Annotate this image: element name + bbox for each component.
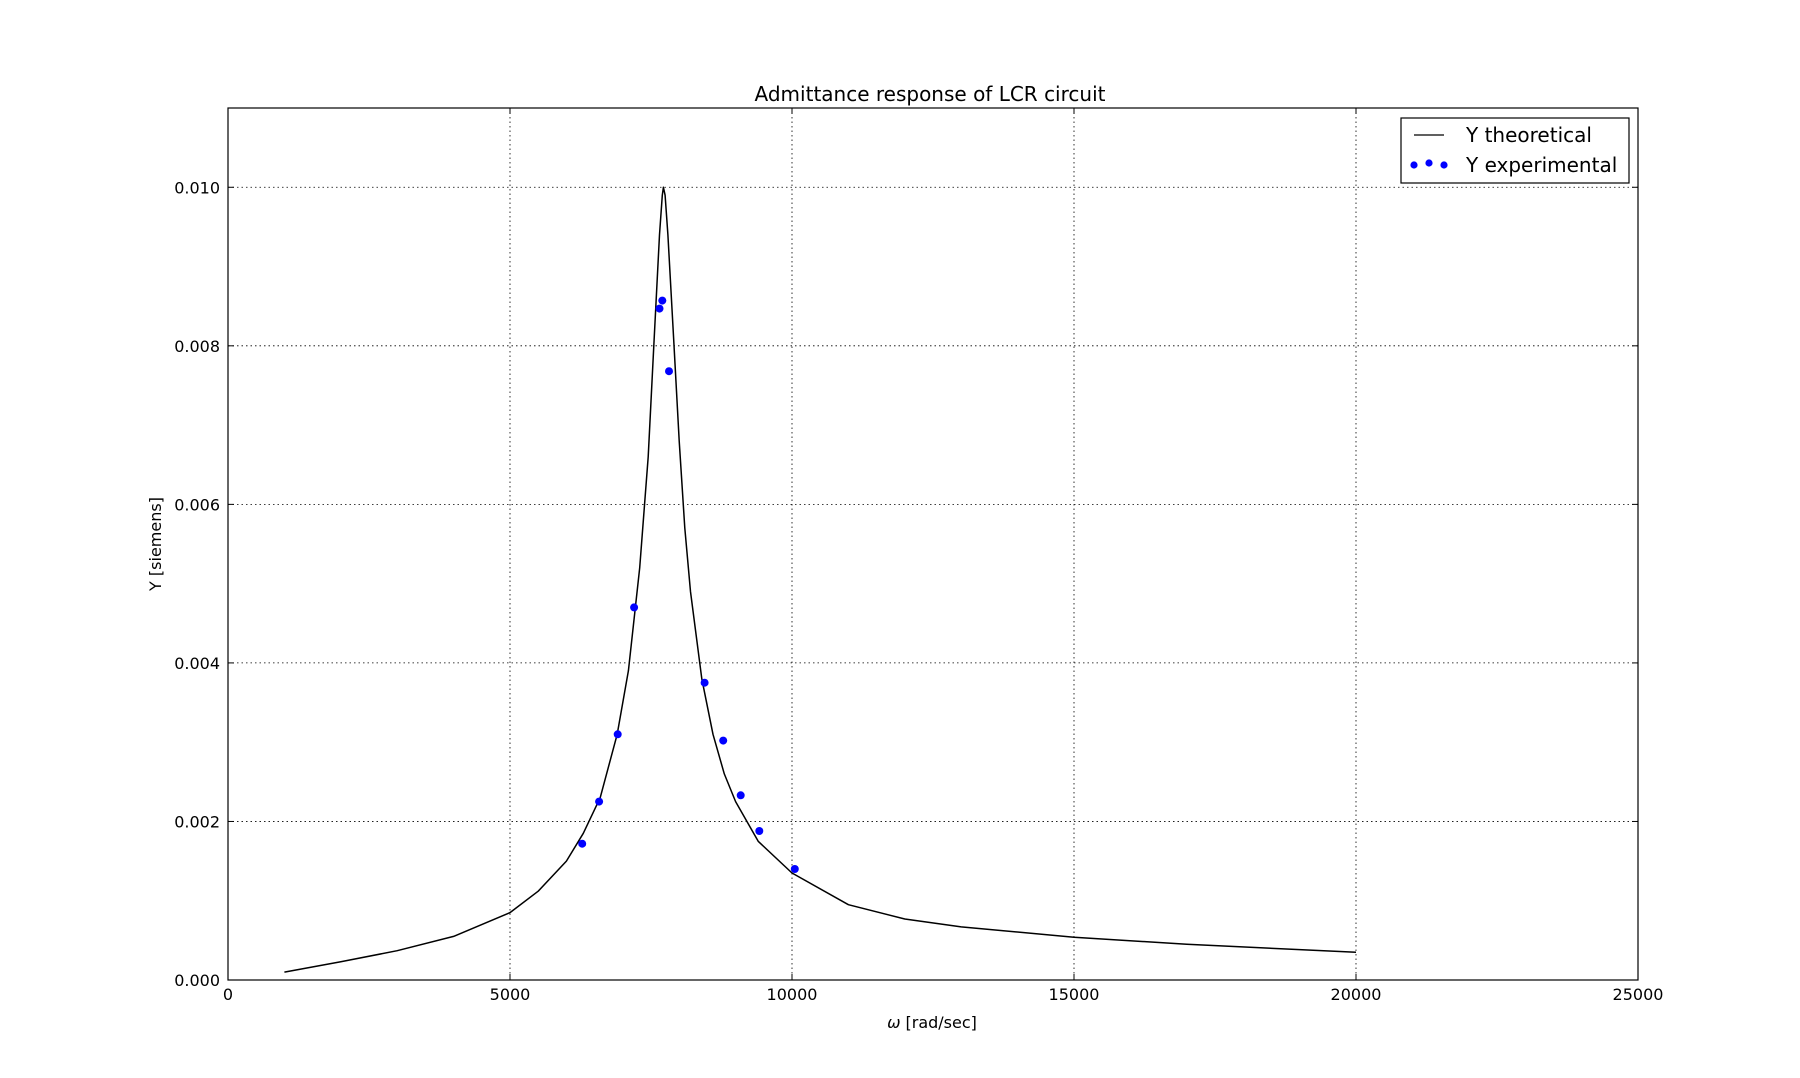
axis-ticks: 0 5000 10000 15000 20000 25000 0.000 0.002 0.004… xyxy=(174,108,1663,1004)
experimental-point xyxy=(595,797,604,806)
legend-label-theoretical: Y theoretical xyxy=(1465,123,1592,147)
experimental-point xyxy=(736,791,745,800)
legend-frame xyxy=(1400,117,1630,184)
plot-area xyxy=(284,186,1357,973)
plot-frame xyxy=(227,107,1639,981)
y-tick-label: 0.004 xyxy=(174,654,220,673)
y-tick-label: 0.000 xyxy=(174,971,220,990)
x-tick-label: 5000 xyxy=(490,985,531,1004)
x-tick-label: 20000 xyxy=(1331,985,1382,1004)
y-tick-label: 0.008 xyxy=(174,337,220,356)
chart-title: Admittance response of LCR circuit xyxy=(755,82,1106,106)
x-tick-label: 15000 xyxy=(1049,985,1100,1004)
experimental-point xyxy=(700,678,709,687)
theoretical-curve xyxy=(284,186,1357,973)
x-tick-label: 25000 xyxy=(1613,985,1664,1004)
experimental-point xyxy=(630,603,639,612)
grid-lines xyxy=(228,108,1638,980)
x-axis-label: ω [rad/sec] xyxy=(887,1013,977,1032)
legend-marker-dot xyxy=(1425,159,1433,167)
y-tick-label: 0.006 xyxy=(174,495,220,514)
experimental-point xyxy=(655,304,664,313)
legend-label-experimental: Y experimental xyxy=(1465,153,1617,177)
x-tick-label: 10000 xyxy=(767,985,818,1004)
experimental-point xyxy=(613,730,622,739)
legend: Y theoretical Y experimental xyxy=(1400,117,1630,184)
y-axis-label: Y [siemens] xyxy=(146,497,165,592)
x-axis-symbol: ω xyxy=(887,1013,900,1032)
experimental-point xyxy=(790,865,799,873)
legend-marker-dot xyxy=(1440,161,1448,169)
experimental-point xyxy=(755,827,764,835)
x-tick-label: 0 xyxy=(223,985,233,1004)
experimental-point xyxy=(665,367,673,376)
x-axis-unit: [rad/sec] xyxy=(906,1013,977,1032)
experimental-point xyxy=(578,839,587,848)
legend-marker-dot xyxy=(1410,161,1418,169)
experimental-point xyxy=(719,736,728,745)
y-tick-label: 0.010 xyxy=(174,178,220,197)
experimental-point xyxy=(658,296,667,305)
y-tick-label: 0.002 xyxy=(174,812,220,831)
